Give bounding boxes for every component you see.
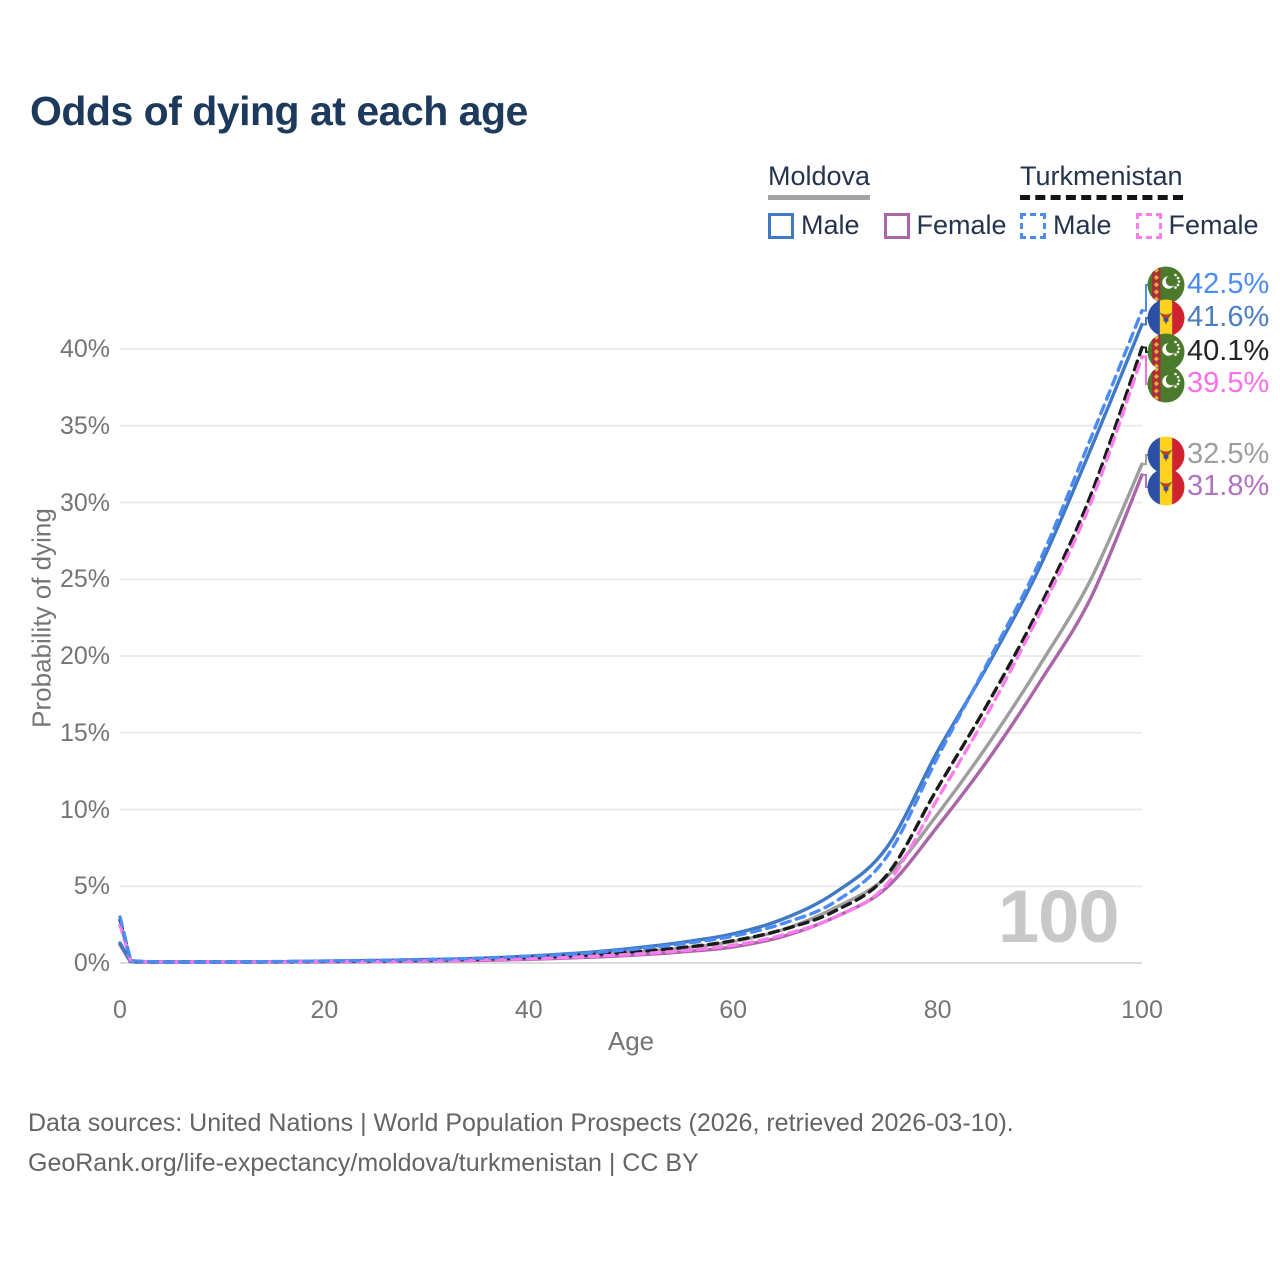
- turkmenistan-female-swatch-icon: [1135, 212, 1162, 239]
- moldova-female-swatch-icon: [883, 212, 910, 239]
- series-line-turkmenistan-female: [118, 355, 1144, 964]
- end-label-turkmenistan-male: 42.5%: [1187, 268, 1270, 300]
- legend-country-moldova[interactable]: Moldova: [768, 161, 871, 200]
- x-tick-label: 40: [514, 996, 543, 1024]
- y-tick-label: 35%: [59, 411, 110, 440]
- x-tick-label: 100: [1121, 996, 1163, 1024]
- legend-item-turkmenistan-female[interactable]: Female: [1135, 210, 1259, 241]
- legend-label-turkmenistan-male: Male: [1053, 210, 1112, 240]
- legend-items-turkmenistan: Male Female: [1020, 210, 1280, 241]
- y-tick-label: 40%: [59, 335, 110, 363]
- end-label-turkmenistan-female: 39.5%: [1187, 367, 1270, 399]
- y-tick-label: 25%: [59, 565, 110, 594]
- moldova-flag-icon: [1147, 436, 1185, 474]
- y-tick-label: 20%: [59, 642, 110, 670]
- y-tick-label: 30%: [59, 488, 110, 517]
- turkmenistan-flag-icon: [1147, 266, 1185, 304]
- series-line-moldova-female: [118, 473, 1144, 964]
- end-label-turkmenistan-both: 40.1%: [1187, 335, 1270, 367]
- turkmenistan-flag-icon: [1147, 365, 1185, 403]
- y-axis-title: Probability of dying: [26, 508, 57, 728]
- turkmenistan-male-swatch-icon: [1020, 212, 1046, 239]
- moldova-flag-icon: [1147, 299, 1185, 337]
- legend-group-moldova: Moldova Male Female: [768, 161, 1031, 241]
- x-axis-title: Age: [607, 1026, 655, 1056]
- moldova-male-swatch-icon: [768, 212, 794, 239]
- footer-attribution: GeoRank.org/life-expectancy/moldova/turk…: [28, 1149, 699, 1177]
- y-tick-label: 15%: [59, 718, 110, 747]
- end-label-moldova-female: 31.8%: [1187, 470, 1270, 502]
- series-line-turkmenistan-both: [118, 345, 1144, 964]
- end-label-moldova-both: 32.5%: [1187, 438, 1270, 470]
- legend-item-moldova-female[interactable]: Female: [883, 210, 1007, 241]
- legend-label-moldova-male: Male: [801, 210, 860, 240]
- x-tick-label: 0: [113, 996, 127, 1024]
- legend-group-turkmenistan: Turkmenistan Male Female: [1020, 161, 1280, 241]
- footer-data-sources: Data sources: United Nations | World Pop…: [28, 1109, 1014, 1137]
- legend-country-turkmenistan[interactable]: Turkmenistan: [1020, 161, 1183, 200]
- legend-label-turkmenistan-female: Female: [1168, 210, 1259, 240]
- legend-label-moldova-female: Female: [916, 210, 1007, 240]
- y-tick-label: 5%: [73, 872, 110, 901]
- legend-item-turkmenistan-male[interactable]: Male: [1020, 210, 1112, 241]
- page-title: Odds of dying at each age: [30, 88, 528, 134]
- legend-items-moldova: Male Female: [768, 210, 1031, 241]
- x-tick-label: 80: [923, 996, 952, 1024]
- moldova-flag-icon: [1147, 468, 1185, 506]
- y-tick-label: 10%: [59, 795, 110, 824]
- x-tick-label: 20: [310, 996, 339, 1024]
- legend-item-moldova-male[interactable]: Male: [768, 210, 860, 241]
- end-label-moldova-male: 41.6%: [1187, 301, 1270, 333]
- series-line-turkmenistan-male: [118, 308, 1144, 964]
- series-line-moldova-male: [118, 322, 1144, 964]
- y-tick-label: 0%: [73, 949, 110, 977]
- x-tick-label: 60: [719, 996, 748, 1024]
- turkmenistan-flag-icon: [1147, 333, 1185, 371]
- age-counter-watermark: 100: [998, 875, 1119, 958]
